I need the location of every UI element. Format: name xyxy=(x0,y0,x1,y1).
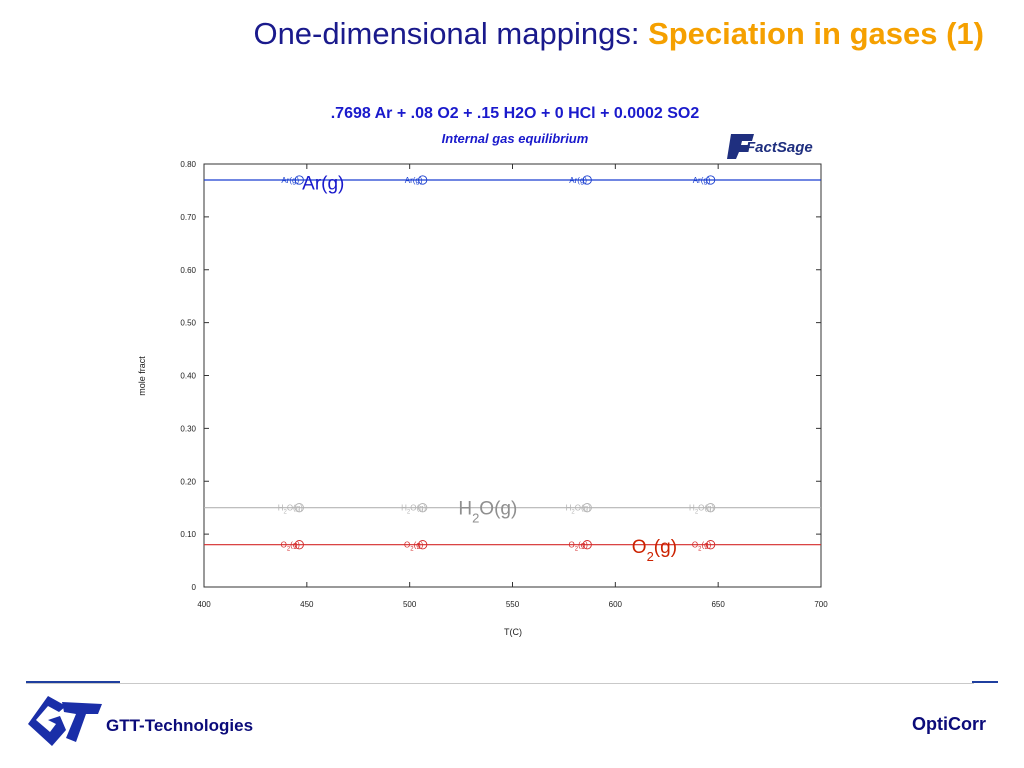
slide-title-highlight: Speciation in gases (1) xyxy=(648,16,984,51)
series-marker-label: O2(g) xyxy=(281,541,301,553)
speciation-chart: .7698 Ar + .08 O2 + .15 H2O + 0 HCl + 0.… xyxy=(137,105,828,637)
series-marker-label: Ar(g) xyxy=(281,176,299,185)
y-tick-label: 0.10 xyxy=(180,530,196,539)
slide-title-main: One-dimensional mappings: xyxy=(253,16,649,51)
series-marker-circle xyxy=(294,540,304,550)
chart-title: .7698 Ar + .08 O2 + .15 H2O + 0 HCl + 0.… xyxy=(331,105,700,122)
series-h2o-g: H2O(g) H2O(g) H2O(g) H2O(g) xyxy=(204,503,821,516)
gtt-logo-icon xyxy=(28,696,102,746)
series-annotation: Ar(g) xyxy=(302,173,344,194)
y-axis-label: mole fract xyxy=(137,356,147,396)
factsage-logo: FactSage xyxy=(727,134,813,159)
series-marker-circle xyxy=(582,503,592,513)
y-tick-label: 0.70 xyxy=(180,213,196,222)
series-marker-label: Ar(g) xyxy=(405,176,423,185)
series-annotation: O2(g) xyxy=(632,537,677,564)
x-tick-label: 650 xyxy=(711,600,725,609)
footer-accent-left xyxy=(26,681,120,683)
series-marker-circle xyxy=(582,540,592,550)
footer-accent-right xyxy=(972,681,998,683)
annotation-layer: Ar(g) H2O(g) O2(g) xyxy=(302,173,677,563)
series-marker-label: H2O(g) xyxy=(401,504,426,516)
series-marker-circle xyxy=(294,503,304,513)
y-tick-label: 0.30 xyxy=(180,424,196,433)
series-ar-g: Ar(g) Ar(g) Ar(g) Ar(g) xyxy=(204,175,821,185)
product-name: OptiCorr xyxy=(912,714,986,734)
series-marker-circle xyxy=(582,175,592,185)
series-marker-circle xyxy=(705,540,716,550)
factsage-logo-text: FactSage xyxy=(746,139,813,156)
series-marker-label: H2O(g) xyxy=(566,504,591,516)
x-axis-label: T(C) xyxy=(504,627,522,637)
y-tick-label: 0.50 xyxy=(180,319,196,328)
series-marker-circle xyxy=(294,175,304,185)
series-marker-label: O2(g) xyxy=(569,541,589,553)
series-annotation: H2O(g) xyxy=(458,499,517,526)
series-marker-circle xyxy=(418,503,428,513)
y-tick-label: 0.80 xyxy=(180,160,196,169)
x-tick-label: 450 xyxy=(300,600,314,609)
y-tick-label: 0.20 xyxy=(180,477,196,486)
series-layer: Ar(g) Ar(g) Ar(g) Ar(g)H2O(g) H2O(g) H2O(g) H2… xyxy=(204,175,821,553)
x-tick-label: 550 xyxy=(506,600,520,609)
series-marker-circle xyxy=(418,540,428,550)
series-marker-label: H2O(g) xyxy=(689,504,714,516)
y-axis: 0 0.10 0.20 0.30 0.40 0.50 0.60 0.70 0.80 xyxy=(180,160,821,592)
footer-rule xyxy=(26,683,974,684)
series-marker-circle xyxy=(418,175,428,185)
slide-title: One-dimensional mappings: Speciation in … xyxy=(253,16,984,52)
series-marker-label: Ar(g) xyxy=(693,176,711,185)
x-tick-label: 500 xyxy=(403,600,417,609)
y-tick-label: 0.60 xyxy=(180,266,196,275)
chart-subtitle: Internal gas equilibrium xyxy=(442,131,589,146)
x-axis: 400 450 500 550 600 650 700 xyxy=(197,164,828,609)
y-tick-label: 0 xyxy=(192,583,197,592)
series-marker-label: O2(g) xyxy=(404,541,424,553)
x-tick-label: 400 xyxy=(197,600,211,609)
x-tick-label: 600 xyxy=(609,600,623,609)
series-marker-circle xyxy=(705,175,716,185)
company-name: GTT-Technologies xyxy=(106,716,254,735)
series-marker-circle xyxy=(705,503,716,513)
plot-frame xyxy=(203,163,822,588)
series-marker-label: Ar(g) xyxy=(569,176,587,185)
series-marker-label: H2O(g) xyxy=(278,504,303,516)
y-tick-label: 0.40 xyxy=(180,372,196,381)
series-marker-label: O2(g) xyxy=(692,541,712,553)
x-tick-label: 700 xyxy=(814,600,828,609)
series-o2-g: O2(g) O2(g) O2(g) O2(g) xyxy=(204,540,821,553)
